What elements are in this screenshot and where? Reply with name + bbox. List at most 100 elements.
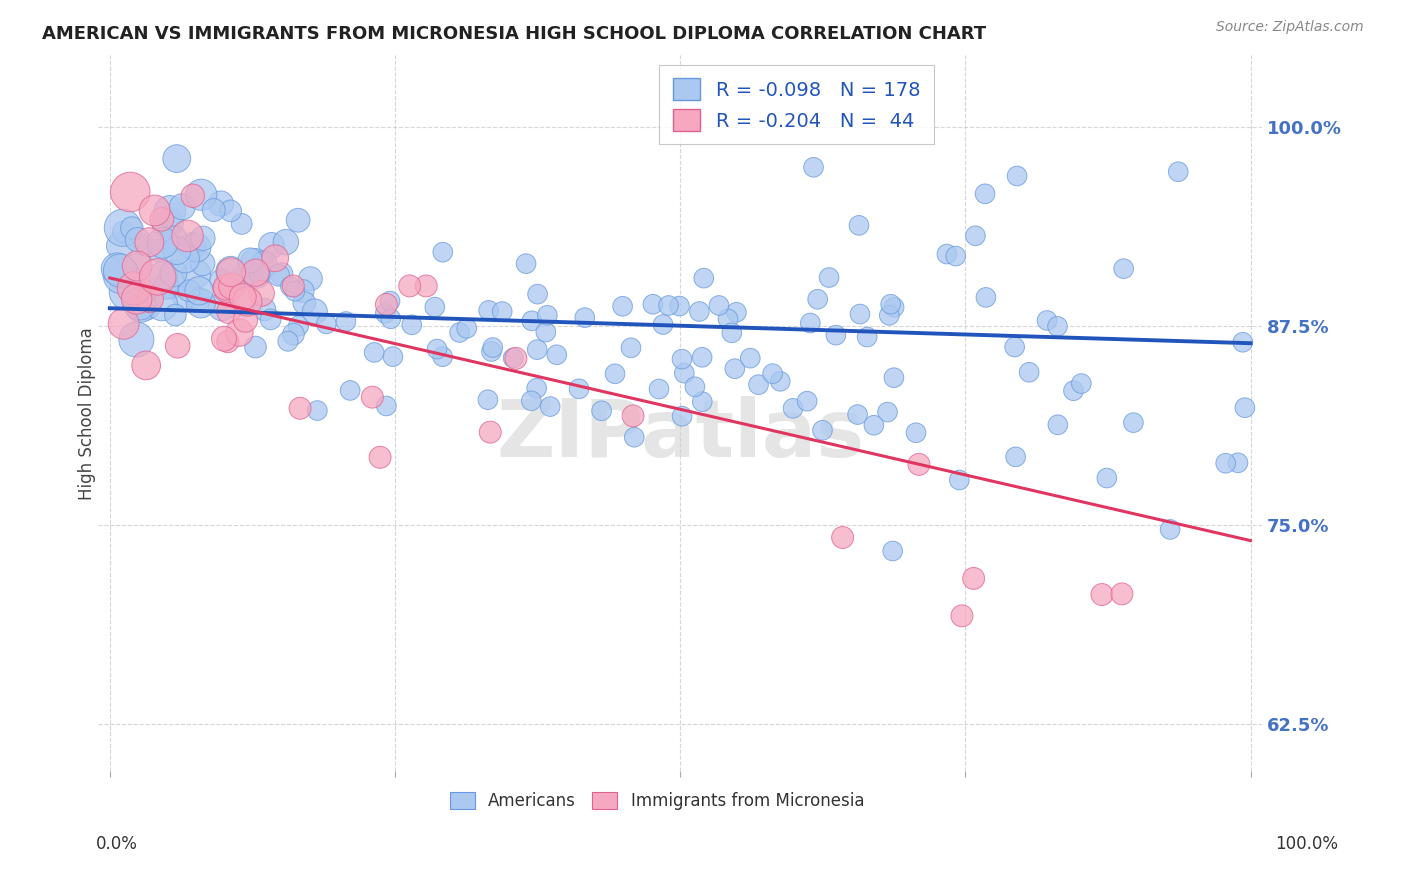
Point	[479, 425, 502, 439]
Y-axis label: High School Diploma: High School Diploma	[79, 326, 96, 500]
Point	[363, 345, 385, 359]
Point	[202, 202, 225, 217]
Point	[526, 381, 548, 395]
Point	[449, 326, 471, 340]
Point	[150, 212, 173, 227]
Point	[176, 228, 198, 243]
Point	[188, 284, 211, 298]
Point	[1233, 401, 1256, 415]
Point	[863, 418, 886, 433]
Point	[315, 317, 337, 331]
Point	[211, 300, 233, 314]
Point	[502, 351, 524, 365]
Point	[299, 271, 322, 285]
Point	[165, 308, 187, 322]
Point	[950, 608, 973, 623]
Point	[112, 225, 135, 239]
Point	[148, 244, 170, 258]
Point	[236, 294, 259, 309]
Point	[1004, 340, 1026, 354]
Point	[143, 203, 166, 218]
Point	[162, 266, 184, 280]
Point	[186, 267, 208, 281]
Point	[658, 298, 681, 312]
Point	[307, 403, 329, 417]
Point	[231, 271, 253, 285]
Point	[1046, 319, 1069, 334]
Point	[574, 310, 596, 325]
Point	[962, 571, 984, 585]
Point	[1004, 450, 1026, 464]
Point	[156, 215, 179, 229]
Point	[876, 405, 898, 419]
Point	[252, 256, 274, 270]
Point	[138, 235, 160, 249]
Point	[127, 259, 149, 273]
Point	[456, 321, 478, 335]
Point	[747, 377, 769, 392]
Point	[603, 367, 626, 381]
Point	[538, 400, 561, 414]
Point	[235, 313, 257, 327]
Point	[211, 274, 233, 288]
Point	[690, 351, 713, 365]
Point	[217, 282, 239, 296]
Point	[125, 333, 148, 347]
Point	[904, 425, 927, 440]
Point	[110, 268, 132, 283]
Point	[652, 318, 675, 332]
Point	[215, 280, 238, 294]
Point	[612, 299, 634, 313]
Point	[725, 305, 748, 319]
Point	[152, 268, 174, 283]
Point	[1091, 588, 1114, 602]
Point	[209, 196, 232, 211]
Point	[693, 271, 716, 285]
Point	[877, 308, 900, 322]
Point	[520, 314, 543, 328]
Point	[111, 220, 134, 235]
Point	[688, 304, 710, 318]
Point	[212, 332, 235, 346]
Point	[253, 257, 276, 271]
Point	[1227, 456, 1250, 470]
Point	[172, 200, 194, 214]
Point	[1005, 169, 1028, 183]
Point	[339, 384, 361, 398]
Point	[1046, 417, 1069, 432]
Point	[287, 318, 309, 333]
Point	[264, 251, 287, 265]
Point	[287, 213, 309, 227]
Point	[856, 330, 879, 344]
Point	[228, 326, 250, 340]
Point	[426, 342, 449, 356]
Point	[423, 300, 446, 314]
Point	[811, 423, 834, 437]
Point	[1111, 587, 1133, 601]
Point	[380, 311, 402, 326]
Point	[135, 299, 157, 313]
Point	[135, 359, 157, 373]
Point	[231, 217, 253, 231]
Point	[1070, 376, 1092, 391]
Point	[283, 279, 305, 293]
Point	[477, 392, 499, 407]
Point	[120, 185, 142, 199]
Point	[591, 404, 613, 418]
Legend: Americans, Immigrants from Micronesia: Americans, Immigrants from Micronesia	[443, 785, 870, 817]
Point	[831, 531, 853, 545]
Point	[432, 245, 454, 260]
Point	[253, 302, 276, 317]
Point	[381, 350, 404, 364]
Point	[398, 279, 420, 293]
Point	[671, 352, 693, 367]
Point	[190, 296, 212, 310]
Point	[1018, 365, 1040, 379]
Point	[621, 409, 644, 423]
Point	[108, 263, 131, 277]
Point	[534, 325, 557, 339]
Point	[883, 300, 905, 314]
Point	[112, 317, 135, 331]
Point	[673, 366, 696, 380]
Point	[187, 292, 209, 306]
